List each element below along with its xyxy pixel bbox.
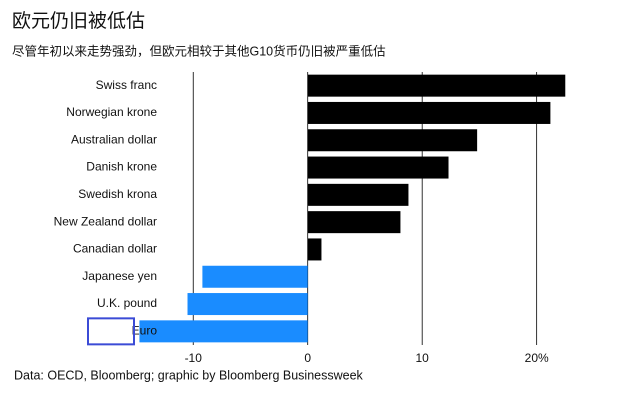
- y-tick-label: Swiss franc: [96, 78, 157, 92]
- bar: [307, 74, 566, 97]
- bar: [307, 211, 401, 234]
- y-tick-label: New Zealand dollar: [54, 214, 157, 228]
- x-tick-label: -10: [185, 351, 203, 365]
- bar: [307, 238, 322, 261]
- x-tick-label: 0: [304, 351, 311, 365]
- y-tick-label: Canadian dollar: [73, 242, 157, 256]
- y-tick-label: Euro: [132, 324, 158, 338]
- bar: [307, 129, 478, 152]
- x-tick-label: 20%: [525, 351, 549, 365]
- source: Data: OECD, Bloomberg; graphic by Bloomb…: [14, 368, 364, 382]
- y-tick-label: Swedish krona: [78, 187, 157, 201]
- y-tick-label: Australian dollar: [71, 132, 157, 146]
- x-tick-label: 10: [416, 351, 430, 365]
- bar: [307, 156, 449, 179]
- y-tick-label: U.K. pound: [97, 296, 157, 310]
- chart-subtitle: 尽管年初以来走势强劲，但欧元相较于其他G10货币仍旧被严重低估: [12, 43, 386, 58]
- chart-title: 欧元仍旧被低估: [12, 10, 145, 32]
- bar: [307, 101, 551, 124]
- y-tick-label: Danish krone: [86, 160, 157, 174]
- y-tick-label: Japanese yen: [82, 269, 157, 283]
- bar: [202, 265, 308, 288]
- y-tick-label: Norwegian krone: [66, 105, 157, 119]
- bar: [307, 183, 409, 206]
- bar: [139, 320, 308, 343]
- bar: [187, 293, 308, 316]
- highlight-box: [87, 317, 135, 346]
